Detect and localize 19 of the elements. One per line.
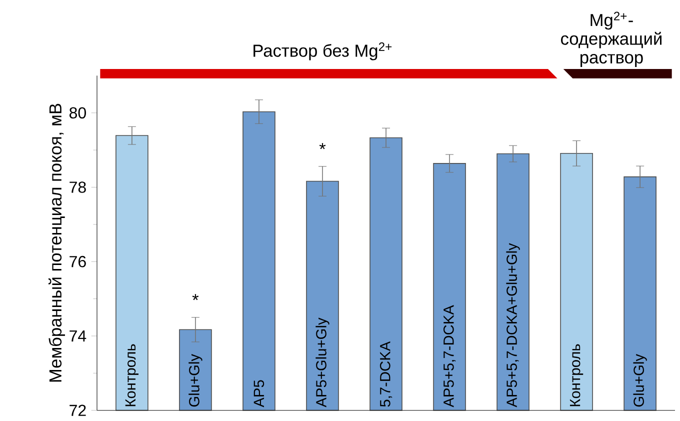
y-tick-label: 80	[69, 107, 86, 119]
y-tick-label: 78	[70, 182, 86, 193]
x-tick-label: Контроль	[570, 344, 584, 406]
x-tick-label: AP5	[254, 380, 264, 408]
text: Раствор без Mg$^{2+}$	[254, 42, 392, 60]
x-tick-label: Glu+Gly	[633, 354, 647, 407]
x-tick-label: 5,7-DCKA	[380, 341, 392, 407]
x-tick-label: AP5+5,7-DCKA+Glu+Gly	[506, 243, 520, 408]
y-tick-label: 76	[70, 256, 86, 268]
x-tick-label: AP5+5,7-DCKA	[443, 305, 456, 408]
x-tick-label: AP5+Glu+Gly	[316, 318, 330, 408]
annotation: *	[319, 143, 326, 150]
y-axis-title: Мембранный потенциал покоя, мВ	[48, 104, 65, 382]
x-tick-label: Контроль	[125, 344, 138, 406]
y-tick-label: 74	[70, 330, 86, 342]
x-tick-label: Glu+Gly	[188, 354, 202, 407]
annotation: *	[192, 294, 199, 300]
y-tick-label: 72	[70, 404, 86, 416]
text: Mg$^{2+}$-содержащий раствор	[561, 12, 662, 67]
